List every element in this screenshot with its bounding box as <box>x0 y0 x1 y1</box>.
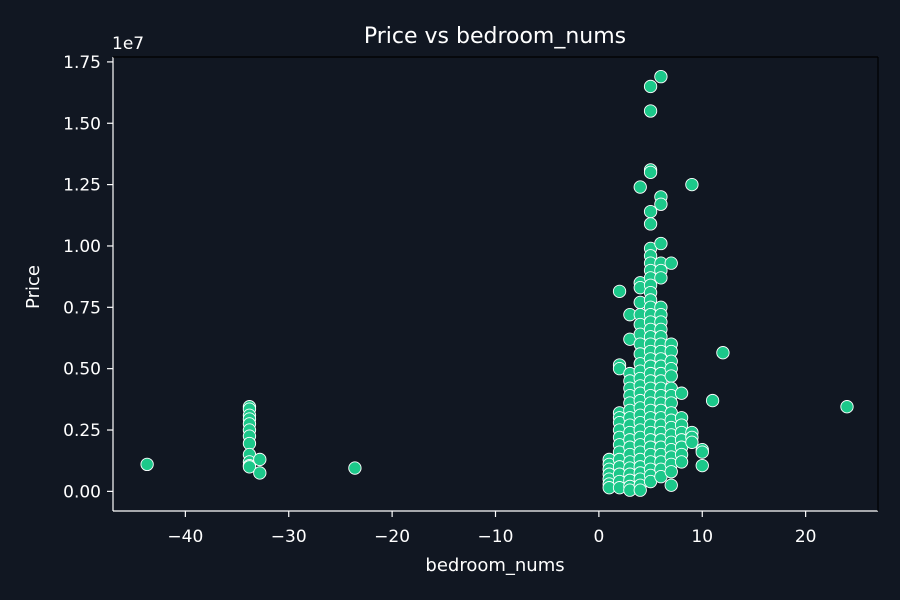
scatter-point <box>695 458 709 473</box>
y-tick-label: 1.50 <box>63 114 101 134</box>
scatter-point <box>654 236 668 251</box>
y-tick-label: 0.25 <box>63 421 101 441</box>
y-offset-label: 1e7 <box>112 34 144 54</box>
scatter-point <box>643 79 658 94</box>
chart-title: Price vs bedroom_nums <box>364 24 626 49</box>
y-tick-label: 1.75 <box>63 53 101 73</box>
scatter-point <box>242 460 257 474</box>
scatter-point <box>654 271 668 285</box>
scatter-point <box>253 452 267 467</box>
scatter-point <box>643 165 658 179</box>
scatter-point <box>633 180 647 194</box>
scatter-point <box>674 455 689 469</box>
scatter-point <box>674 386 689 400</box>
scatter-point <box>705 393 720 408</box>
scatter-point <box>664 369 678 383</box>
y-tick-label: 0.75 <box>63 298 101 318</box>
x-axis-label: bedroom_nums <box>425 555 564 576</box>
y-tick-label: 0.50 <box>63 360 101 380</box>
scatter-point <box>643 217 658 231</box>
y-tick-label: 0.00 <box>63 482 101 502</box>
x-tick-label: −10 <box>478 527 514 547</box>
x-axis-ticks: −40 −30 −20 −10 0 10 20 <box>167 511 816 547</box>
y-tick-label: 1.00 <box>63 237 101 257</box>
scatter-point <box>242 436 257 451</box>
scatter-point <box>654 197 668 211</box>
scatter-point <box>654 69 668 84</box>
scatter-point <box>643 204 658 219</box>
x-tick-label: 0 <box>593 527 604 547</box>
x-tick-label: 10 <box>691 527 713 547</box>
scatter-point <box>633 483 647 497</box>
y-tick-label: 1.25 <box>63 176 101 196</box>
x-tick-label: 20 <box>795 527 817 547</box>
scatter-point <box>348 461 362 475</box>
x-tick-label: −30 <box>271 527 307 547</box>
y-axis-label: Price <box>23 265 44 309</box>
scatter-point <box>140 457 154 472</box>
scatter-point <box>612 284 627 299</box>
scatter-point <box>685 435 699 449</box>
scatter-point <box>716 346 730 360</box>
scatter-point <box>664 465 678 479</box>
y-axis-ticks: 0.00 0.25 0.50 0.75 1.00 1.25 1.50 1.75 <box>63 53 113 502</box>
scatter-point <box>695 445 709 459</box>
scatter-point <box>664 256 678 270</box>
scatter-point <box>664 478 678 492</box>
scatter-point <box>253 466 267 480</box>
scatter-point <box>840 400 854 414</box>
plot-points <box>140 69 854 497</box>
scatter-point <box>643 104 658 118</box>
x-tick-label: −40 <box>167 527 203 547</box>
x-tick-label: −20 <box>374 527 410 547</box>
scatter-point <box>685 177 699 192</box>
